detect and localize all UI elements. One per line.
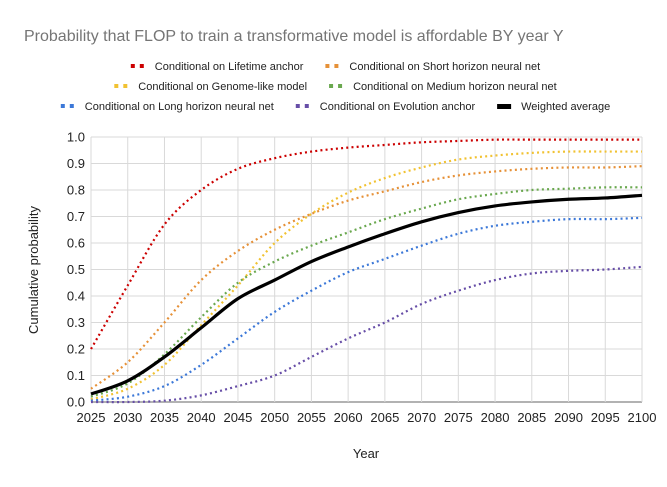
legend-swatch bbox=[69, 104, 74, 108]
x-tick-label: 2070 bbox=[407, 410, 436, 425]
x-tick-label: 2055 bbox=[297, 410, 326, 425]
x-tick-label: 2050 bbox=[260, 410, 289, 425]
y-tick-label: 0.2 bbox=[67, 342, 85, 357]
series-line-6 bbox=[90, 193, 643, 396]
legend-swatch bbox=[60, 104, 65, 108]
y-tick-label: 0.5 bbox=[67, 262, 85, 277]
x-tick-label: 2035 bbox=[150, 410, 179, 425]
x-tick-label: 2095 bbox=[591, 410, 620, 425]
series-line-0 bbox=[90, 138, 642, 350]
legend-swatch bbox=[497, 104, 512, 109]
legend-label: Conditional on Short horizon neural net bbox=[349, 61, 540, 73]
legend-item: Conditional on Lifetime anchor bbox=[130, 61, 304, 73]
legend-item: Conditional on Short horizon neural net bbox=[325, 61, 540, 73]
axis-ticks: 0.0 0.1 0.2 0.3 0.4 0.5 0.6 0.7 0.8 0.9 1.0 2025 203… bbox=[67, 130, 657, 426]
x-tick-label: 2075 bbox=[444, 410, 473, 425]
x-tick-label: 2045 bbox=[223, 410, 252, 425]
legend-swatch bbox=[304, 104, 309, 108]
x-tick-label: 2025 bbox=[77, 410, 106, 425]
legend-item: Conditional on Evolution anchor bbox=[295, 101, 476, 113]
y-tick-label: 0.4 bbox=[67, 289, 85, 304]
legend-swatch bbox=[295, 104, 300, 108]
y-tick-label: 0.3 bbox=[67, 315, 85, 330]
x-tick-label: 2080 bbox=[481, 410, 510, 425]
x-tick-label: 2060 bbox=[334, 410, 363, 425]
series-line-4 bbox=[90, 216, 643, 402]
y-tick-label: 0.1 bbox=[67, 368, 85, 383]
legend: Conditional on Lifetime anchor Conditiona… bbox=[60, 61, 610, 113]
y-tick-label: 0.0 bbox=[67, 395, 85, 410]
legend-swatch bbox=[329, 84, 334, 88]
chart-title: Probability that FLOP to train a transfo… bbox=[24, 28, 564, 45]
y-axis-label: Cumulative probability bbox=[26, 206, 41, 334]
legend-label: Weighted average bbox=[521, 101, 610, 113]
legend-swatch bbox=[114, 84, 119, 88]
legend-swatch bbox=[325, 64, 330, 68]
legend-label: Conditional on Medium horizon neural net bbox=[353, 81, 557, 93]
legend-item: Weighted average bbox=[497, 101, 610, 113]
y-tick-label: 1.0 bbox=[67, 130, 85, 145]
legend-item: Conditional on Medium horizon neural net bbox=[329, 81, 557, 93]
legend-label: Conditional on Evolution anchor bbox=[320, 101, 476, 113]
legend-swatch bbox=[338, 84, 343, 88]
series-group bbox=[90, 138, 643, 404]
legend-swatch bbox=[123, 84, 128, 88]
legend-label: Conditional on Long horizon neural net bbox=[85, 101, 274, 113]
legend-item: Conditional on Long horizon neural net bbox=[60, 101, 274, 113]
legend-swatch bbox=[334, 64, 339, 68]
x-tick-label: 2090 bbox=[554, 410, 583, 425]
legend-swatch bbox=[130, 64, 135, 68]
legend-swatch bbox=[139, 64, 144, 68]
y-tick-label: 0.8 bbox=[67, 183, 85, 198]
legend-label: Conditional on Genome-like model bbox=[138, 81, 307, 93]
x-axis-label: Year bbox=[353, 446, 380, 461]
y-tick-label: 0.9 bbox=[67, 156, 85, 171]
x-tick-label: 2085 bbox=[517, 410, 546, 425]
x-tick-label: 2040 bbox=[187, 410, 216, 425]
y-tick-label: 0.6 bbox=[67, 236, 85, 251]
x-tick-label: 2030 bbox=[113, 410, 142, 425]
legend-label: Conditional on Lifetime anchor bbox=[155, 61, 304, 73]
series-line-5 bbox=[90, 265, 643, 404]
x-tick-label: 2100 bbox=[628, 410, 657, 425]
legend-item: Conditional on Genome-like model bbox=[114, 81, 307, 93]
y-tick-label: 0.7 bbox=[67, 209, 85, 224]
grid bbox=[90, 136, 643, 403]
x-tick-label: 2065 bbox=[370, 410, 399, 425]
